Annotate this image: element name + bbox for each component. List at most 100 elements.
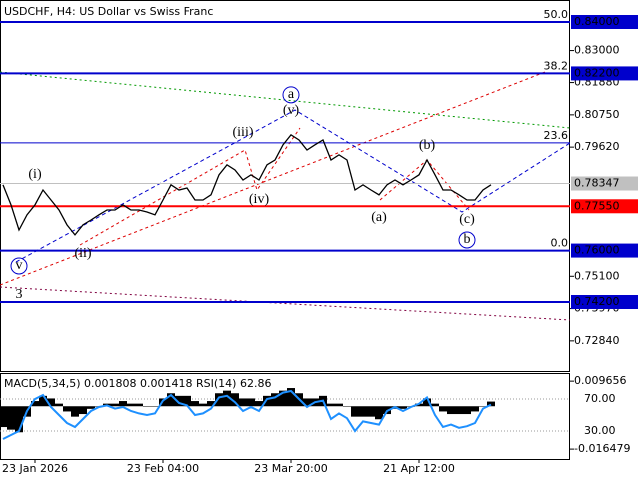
trendline [0,286,571,321]
wave-path [15,109,571,263]
level-label: 0.84000 [574,15,620,28]
macd-bar [375,406,383,420]
macd-bar [303,398,311,407]
wave-label: (iii) [233,125,254,140]
y-tick-label: -0.016479 [574,442,630,455]
macd-bar [415,403,423,407]
y-tick-label: 0.75100 [574,269,620,282]
level-box [571,66,638,81]
wave-label: (ii) [74,246,91,261]
macd-bar [175,395,183,407]
fib-label: 23.6 [544,129,569,142]
x-tick-label: 21 Apr 12:00 [383,462,455,475]
level-label: 0.76000 [574,244,620,257]
main-frame [0,0,570,372]
macd-bar [223,390,231,407]
trendline [0,71,546,286]
macd-bar [215,393,223,407]
wave-label: 3 [16,287,23,302]
macd-bar [335,403,343,407]
macd-bar [55,403,63,407]
x-tick-label: 23 Mar 20:00 [254,462,327,475]
macd-bar [239,398,247,407]
macd-bar [367,406,375,417]
level-box [571,243,638,258]
macd-bar [183,395,191,407]
last-price-box [571,176,638,191]
level-label: 0.77550 [574,199,620,212]
macd-bar [111,403,119,407]
macd-bar [327,403,335,407]
macd-bar [271,393,279,407]
macd-bar [343,406,351,407]
price-line [2,133,492,236]
macd-bar [47,398,55,407]
macd-bar [479,406,487,407]
wave-label: (i) [28,167,42,182]
macd-bar [167,393,175,407]
y-tick-label: 0.79620 [574,140,620,153]
macd-bar [487,401,495,407]
macd-bar [31,401,39,407]
macd-bar [279,390,287,407]
macd-bar [463,406,471,415]
y2-tick-label: 30.00 [584,424,616,437]
macd-bar [263,395,271,407]
macd-bar [151,406,159,407]
macd-bar [439,406,447,412]
y-tick-label: 0.72840 [574,334,620,347]
wave-label: v [16,258,23,273]
macd-bar [255,401,263,407]
macd-bar [0,406,7,428]
macd-bar [63,406,71,412]
x-tick-label: 23 Feb 04:00 [127,462,199,475]
macd-bar [7,406,15,430]
fib-label: 38.2 [544,59,569,72]
macd-bar [143,406,151,407]
macd-bar [431,403,439,407]
level-box [571,199,638,214]
macd-bar [399,406,407,409]
macd-bar [127,403,135,407]
macd-bar [447,406,455,415]
wave-circle [10,257,28,275]
macd-bar [351,406,359,417]
macd-bar [39,395,47,407]
wave-label: a [288,87,295,102]
macd-bar [287,388,295,407]
y-tick-label: 0.80750 [574,108,620,121]
wave-label: (c) [459,212,475,227]
macd-bar [423,398,431,407]
last-price-label: 0.78347 [574,177,620,190]
macd-bar [471,406,479,412]
wave-label: b [464,232,471,247]
wave-path [379,159,470,211]
macd-bar [207,401,215,407]
y2-tick-label: 70.00 [584,392,616,405]
fib-label: 0.0 [551,237,569,250]
macd-bar [71,406,79,417]
level-label: 0.82200 [574,66,620,79]
x-tick-label: 23 Jan 2026 [2,462,68,475]
macd-bar [135,403,143,407]
macd-bar [191,401,199,407]
wave-label: (a) [371,210,387,225]
macd-bar [359,406,367,417]
wave-label: (v) [283,103,300,118]
wave-circle [458,231,476,249]
wave-label: (b) [419,138,436,153]
level-label: 0.74200 [574,295,620,308]
wave-path [79,127,301,246]
macd-bar [455,406,463,415]
macd-bar [199,403,207,407]
macd-bar [231,393,239,407]
rsi-line [2,389,492,440]
indicator-title: MACD(5,34,5) 0.001808 0.001418 RSI(14) 6… [4,377,271,390]
macd-bar [87,406,95,409]
wave-label: (iv) [249,192,270,207]
fib-label: 50.0 [544,8,569,21]
macd-bar [79,406,87,415]
macd-bar [247,398,255,407]
wave-circle [282,86,300,104]
